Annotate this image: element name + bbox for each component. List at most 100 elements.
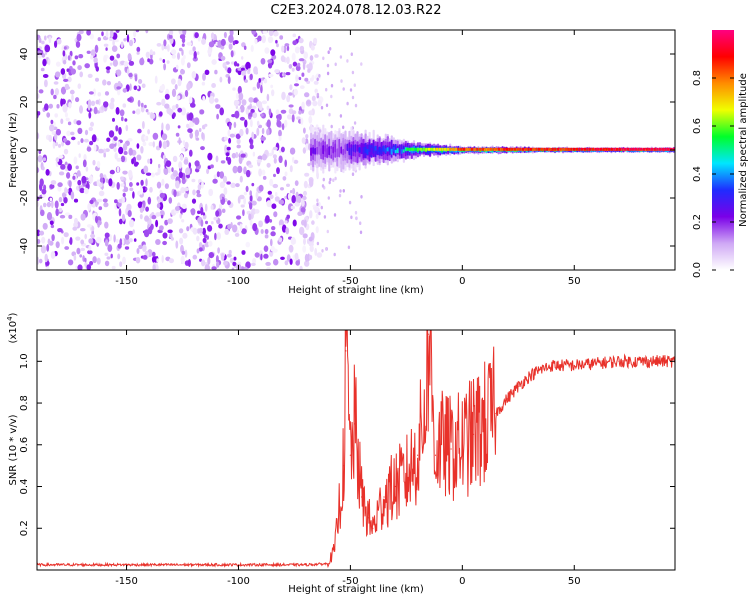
noise-cell	[193, 50, 197, 59]
snr-scale-note: (x104)	[6, 312, 19, 343]
noise-cell	[147, 129, 151, 135]
noise-cell	[254, 38, 258, 45]
noise-cell	[50, 251, 56, 259]
noise-cell	[311, 220, 315, 225]
noise-cell	[91, 203, 97, 208]
noise-cell	[309, 245, 314, 253]
noise-cell	[171, 105, 176, 111]
noise-cell	[235, 92, 240, 100]
noise-cell	[70, 68, 77, 75]
noise-cell	[284, 260, 289, 266]
noise-cell	[308, 115, 313, 124]
noise-cell	[287, 192, 292, 200]
noise-cell	[281, 123, 285, 131]
noise-cell	[346, 101, 349, 106]
noise-cell	[44, 103, 49, 111]
noise-cell	[64, 83, 70, 91]
snr-y-axis: 0.2 0.4 0.6 0.8 1.0	[19, 353, 675, 536]
noise-cell	[254, 252, 260, 258]
noise-cell	[359, 221, 362, 225]
noise-cell	[88, 238, 94, 244]
noise-cell	[123, 186, 129, 192]
noise-cell	[109, 101, 115, 110]
noise-cell	[37, 50, 42, 55]
noise-cell	[147, 58, 151, 63]
noise-cell	[96, 236, 102, 244]
signal-core	[548, 147, 552, 151]
signal-cell	[352, 144, 355, 152]
snr-frame	[36, 329, 676, 571]
noise-cell	[311, 95, 316, 102]
noise-cell	[178, 47, 183, 52]
noise-cell	[110, 253, 113, 259]
signal-cell	[310, 147, 313, 156]
noise-cell	[339, 55, 343, 59]
signal-core	[487, 147, 490, 151]
noise-cell	[151, 255, 157, 264]
noise-cell	[214, 98, 219, 103]
snr-point	[327, 563, 329, 565]
x-tick-label: 0	[459, 276, 465, 287]
noise-cell	[309, 210, 313, 219]
signal-core	[583, 147, 587, 151]
noise-cell	[187, 259, 191, 267]
signal-core	[640, 147, 643, 151]
noise-cell	[270, 231, 276, 237]
noise-cell	[261, 153, 267, 161]
noise-cell	[136, 182, 140, 186]
signal-core	[605, 147, 608, 151]
noise-cell	[323, 215, 327, 219]
noise-cell	[239, 104, 245, 113]
signal-core	[516, 147, 519, 151]
noise-cell	[104, 260, 110, 267]
noise-cell	[350, 215, 353, 220]
noise-cell	[120, 176, 124, 180]
noise-cell	[64, 187, 68, 194]
noise-cell	[287, 114, 292, 120]
noise-cell	[92, 256, 97, 264]
noise-cell	[142, 141, 147, 147]
noise-cell	[272, 146, 278, 151]
noise-cell	[106, 81, 111, 86]
noise-cell	[198, 128, 202, 132]
noise-cell	[80, 213, 86, 221]
signal-core	[629, 147, 632, 151]
signal-core	[664, 147, 667, 151]
signal-cell	[362, 146, 365, 155]
signal-core	[430, 147, 433, 151]
signal-cell	[370, 148, 373, 156]
noise-cell	[300, 207, 306, 213]
noise-cell	[239, 116, 245, 121]
noise-cell	[66, 172, 71, 179]
noise-cell	[60, 68, 66, 75]
noise-cell	[318, 211, 321, 216]
spectrogram-signal-layer	[310, 124, 675, 177]
snr-point	[506, 398, 508, 400]
noise-cell	[264, 228, 269, 235]
noise-cell	[158, 163, 161, 169]
noise-cell	[286, 45, 290, 52]
noise-cell	[172, 155, 178, 163]
snr-point	[484, 423, 486, 425]
noise-cell	[122, 192, 126, 197]
noise-cell	[128, 238, 133, 243]
noise-cell	[346, 59, 349, 63]
signal-core	[562, 147, 565, 151]
noise-cell	[198, 227, 204, 233]
noise-cell	[241, 228, 247, 235]
noise-cell	[314, 54, 319, 58]
noise-cell	[303, 51, 309, 59]
noise-cell	[198, 247, 203, 252]
noise-cell	[155, 219, 159, 228]
noise-cell	[186, 62, 191, 69]
noise-cell	[216, 261, 220, 268]
noise-cell	[232, 87, 236, 91]
noise-cell	[237, 85, 242, 95]
noise-cell	[177, 95, 181, 100]
noise-cell	[286, 94, 291, 103]
snr-point	[345, 350, 347, 352]
noise-cell	[67, 259, 74, 266]
noise-cell	[102, 148, 107, 155]
noise-cell	[360, 195, 363, 199]
noise-cell	[68, 214, 73, 219]
